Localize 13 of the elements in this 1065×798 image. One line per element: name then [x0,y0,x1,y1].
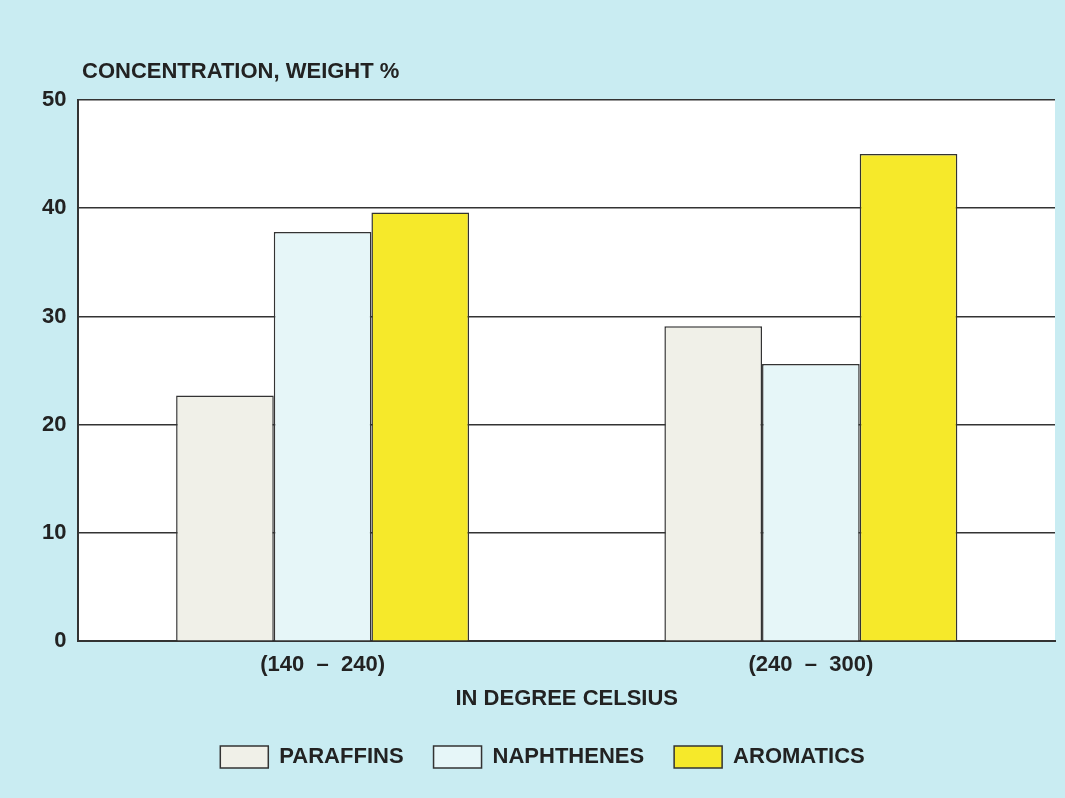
y-tick-label: 40 [41,194,67,220]
legend-label: AROMATICS [733,743,865,769]
x-tick-label: (140 – 240) [260,651,385,677]
x-tick-label: (240 – 300) [748,651,874,677]
y-tick-label: 0 [54,627,67,653]
y-tick-label: 30 [41,302,67,328]
legend-label: NAPHTHENES [492,743,645,769]
legend-label: PARAFFINS [279,743,404,769]
y-tick-label: 20 [41,410,67,436]
y-tick-label: 50 [41,86,67,112]
y-axis-title: CONCENTRATION, WEIGHT % [82,58,400,84]
y-tick-label: 10 [41,519,67,545]
x-axis-title: IN DEGREE CELSIUS [455,684,678,710]
